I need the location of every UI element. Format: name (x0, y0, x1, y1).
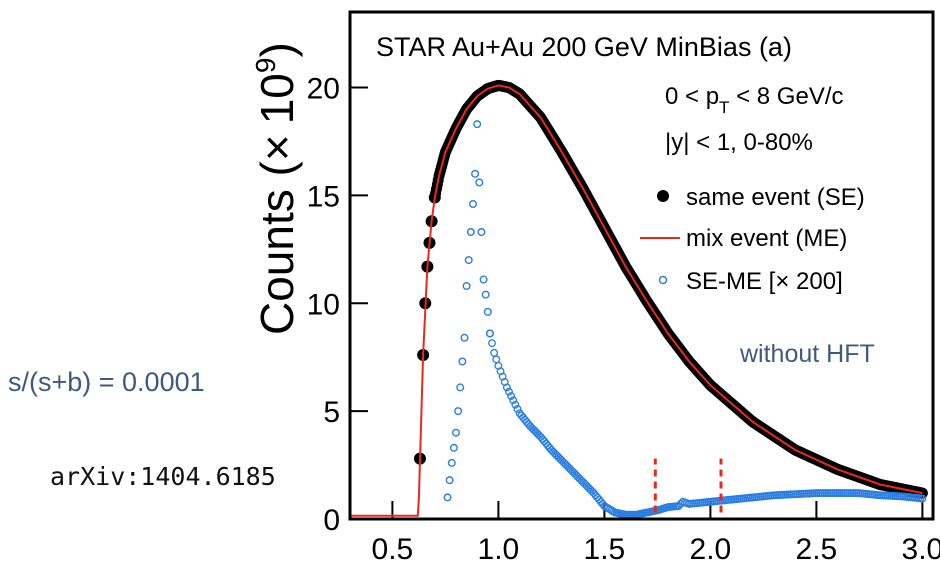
diff-point (445, 476, 454, 485)
diff-point (507, 392, 516, 400)
diff-point (485, 329, 494, 338)
diff-point (460, 333, 469, 342)
diff-point (674, 502, 683, 511)
pt-prefix: 0 < p (665, 83, 719, 110)
legend-label-diff: SE-ME [× 200] (686, 268, 843, 295)
legend-label-se: same event (SE) (686, 184, 865, 211)
x-tick-label: 0.5 (372, 533, 414, 566)
legend-label-me: mix event (ME) (686, 225, 847, 252)
pt-annotation: 0 < pT < 8 GeV/c (665, 83, 844, 117)
legend-marker-diff (658, 275, 668, 285)
y-tick-label: 10 (307, 288, 340, 321)
plot-frame (348, 10, 935, 521)
diff-point (458, 357, 467, 366)
signal-ratio-note: s/(s+b) = 0.0001 (8, 367, 205, 397)
diff-point (513, 405, 522, 413)
diff-point (509, 396, 518, 405)
legend-marker-se (657, 190, 669, 202)
diff-point (490, 348, 499, 357)
diff-point (505, 387, 513, 396)
rapidity-annotation: |y| < 1, 0-80% (665, 129, 813, 156)
diff-point (473, 120, 482, 129)
y-label-exponent: 9 (250, 58, 281, 74)
diff-point (456, 383, 465, 392)
diff-point (471, 169, 480, 178)
diff-point (443, 493, 452, 502)
diff-point (468, 200, 477, 209)
diff-point (481, 290, 490, 299)
diff-point (464, 256, 473, 265)
diff-point (492, 355, 501, 364)
x-tick-label: 3.0 (902, 533, 940, 566)
diff-point (449, 443, 458, 452)
y-tick-label: 20 (307, 73, 340, 106)
y-tick-label: 0 (323, 504, 340, 537)
arxiv-reference: arXiv:1404.6185 (50, 462, 276, 491)
y-label-base: 10 (251, 73, 303, 124)
diff-point (483, 307, 492, 316)
series-group (350, 79, 928, 519)
series-diff (443, 120, 927, 519)
diff-point (477, 228, 486, 237)
diff-point (511, 400, 520, 409)
y-label-main: Counts (× (251, 134, 303, 335)
diff-point (462, 281, 471, 290)
legend: same event (SE) mix event (ME) SE-ME [× … (640, 184, 865, 295)
y-tick-label: 5 (323, 396, 340, 429)
hft-annotation: without HFT (739, 340, 875, 368)
diff-point (488, 339, 496, 348)
x-axis-ticks: 0.5 1.0 1.5 2.0 2.5 3.0 (372, 501, 940, 566)
chart-title: STAR Au+Au 200 GeV MinBias (a) (376, 32, 792, 62)
diff-point (479, 275, 488, 284)
x-tick-label: 1.5 (584, 533, 626, 566)
y-axis-ticks: 0 5 10 15 20 (307, 73, 368, 537)
y-label-close: ) (251, 42, 303, 57)
y-tick-label: 15 (307, 180, 340, 213)
diff-point (452, 428, 461, 437)
series-me-line (350, 84, 923, 517)
pt-suffix: < 8 GeV/c (729, 83, 843, 110)
x-tick-label: 2.5 (796, 533, 838, 566)
diff-point (454, 407, 463, 416)
y-axis-label: Counts (× 109) (250, 42, 303, 335)
x-tick-label: 1.0 (478, 533, 520, 566)
diff-point (502, 383, 511, 392)
diff-point (918, 494, 927, 503)
diff-point (466, 228, 475, 237)
pt-subscript: T (719, 98, 729, 117)
diff-point (447, 458, 456, 467)
x-tick-label: 2.0 (690, 533, 732, 566)
diff-point (475, 178, 484, 187)
